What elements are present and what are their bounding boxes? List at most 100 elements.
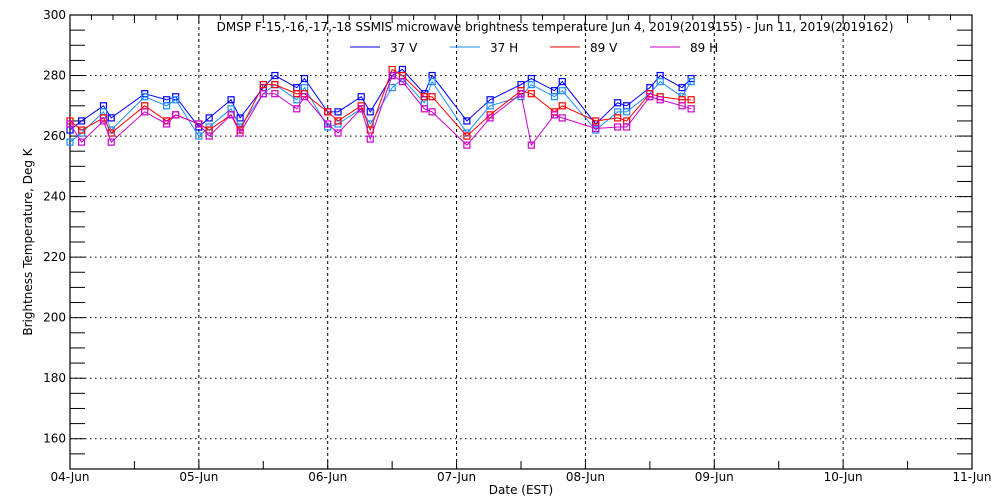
series-group — [66, 65, 695, 149]
data-point — [172, 111, 180, 119]
y-tick-label: 160 — [43, 432, 66, 446]
data-point — [558, 87, 566, 95]
x-tick-label: 11-Jun — [952, 470, 991, 484]
x-tick-label: 08-Jun — [566, 470, 605, 484]
data-point — [623, 123, 631, 131]
data-point — [259, 90, 267, 98]
data-point — [527, 90, 535, 98]
data-point — [163, 120, 171, 128]
data-point — [271, 81, 279, 89]
data-point — [517, 90, 525, 98]
x-tick-label: 05-Jun — [179, 470, 218, 484]
chart-title: DMSP F-15,-16,-17,-18 SSMIS microwave br… — [217, 20, 894, 34]
data-point — [678, 102, 686, 110]
data-point — [656, 96, 664, 104]
data-point — [77, 126, 86, 134]
data-point — [388, 84, 396, 92]
data-point — [558, 77, 566, 86]
data-point — [357, 93, 365, 101]
legend-label: 37 V — [390, 41, 418, 55]
data-point — [592, 124, 600, 133]
x-tick-label: 10-Jun — [824, 470, 863, 484]
data-point — [195, 120, 203, 128]
data-point — [324, 108, 332, 116]
data-point — [614, 99, 622, 107]
plot-frame — [69, 14, 973, 470]
data-point — [463, 141, 471, 149]
data-point — [236, 129, 244, 137]
data-point — [646, 93, 654, 101]
data-point — [420, 105, 428, 113]
data-point — [66, 138, 74, 146]
data-point — [107, 138, 115, 146]
data-point — [398, 77, 407, 86]
x-tick-label: 09-Jun — [695, 470, 734, 484]
data-point — [428, 77, 436, 86]
y-tick-label: 240 — [43, 190, 66, 204]
data-point — [687, 105, 695, 113]
data-point — [300, 93, 309, 101]
data-point — [334, 108, 342, 116]
data-point — [163, 102, 171, 110]
data-point — [205, 132, 213, 140]
data-point — [141, 108, 149, 116]
data-point — [428, 93, 436, 101]
data-point — [236, 114, 244, 122]
x-tick-label: 04-Jun — [50, 470, 89, 484]
data-point — [678, 84, 686, 92]
data-point — [388, 71, 396, 80]
data-point — [293, 105, 301, 113]
data-point — [614, 114, 622, 122]
legend-label: 89 V — [590, 41, 618, 55]
y-tick-label: 280 — [43, 69, 66, 83]
data-point — [259, 81, 267, 89]
data-point — [420, 93, 428, 101]
y-tick-label: 300 — [43, 8, 66, 22]
data-point — [271, 90, 279, 98]
y-tick-label: 260 — [43, 129, 66, 143]
data-point — [366, 135, 374, 143]
data-point — [227, 96, 235, 104]
data-point — [592, 117, 600, 125]
data-point — [527, 81, 535, 89]
data-point — [614, 123, 622, 131]
data-point — [687, 96, 695, 104]
data-point — [195, 132, 203, 140]
x-tick-label: 07-Jun — [437, 470, 476, 484]
data-point — [527, 141, 535, 149]
data-point — [428, 108, 436, 116]
data-point — [77, 117, 86, 125]
series-line — [69, 77, 692, 143]
series-89-h — [66, 71, 695, 149]
data-point — [300, 74, 309, 83]
data-point — [66, 120, 74, 128]
data-point — [227, 111, 235, 119]
data-point — [366, 108, 374, 116]
x-axis-label: Date (EST) — [489, 483, 553, 497]
series-line — [69, 74, 692, 147]
y-axis-label: Brightness Temperature, Deg K — [21, 147, 35, 335]
data-point — [558, 102, 566, 110]
legend-label: 37 H — [490, 41, 518, 55]
axes: 160 180 200 220 240 260 280 300 04-Jun 05-Jun 06-J… — [43, 8, 991, 484]
data-point — [107, 114, 115, 122]
data-point — [550, 93, 559, 101]
data-point — [656, 77, 664, 86]
data-point — [293, 90, 301, 98]
legend-label: 89 H — [690, 41, 718, 55]
data-point — [463, 117, 471, 125]
data-point — [357, 105, 365, 113]
data-point — [99, 117, 108, 125]
data-point — [687, 77, 695, 86]
data-point — [558, 114, 566, 122]
x-tick-label: 06-Jun — [308, 470, 347, 484]
y-tick-label: 220 — [43, 250, 66, 264]
data-point — [77, 138, 86, 146]
y-tick-label: 200 — [43, 311, 66, 325]
data-point — [172, 96, 180, 104]
data-point — [334, 129, 342, 137]
data-point — [623, 108, 631, 116]
y-tick-label: 180 — [43, 371, 66, 385]
grid — [70, 15, 972, 469]
